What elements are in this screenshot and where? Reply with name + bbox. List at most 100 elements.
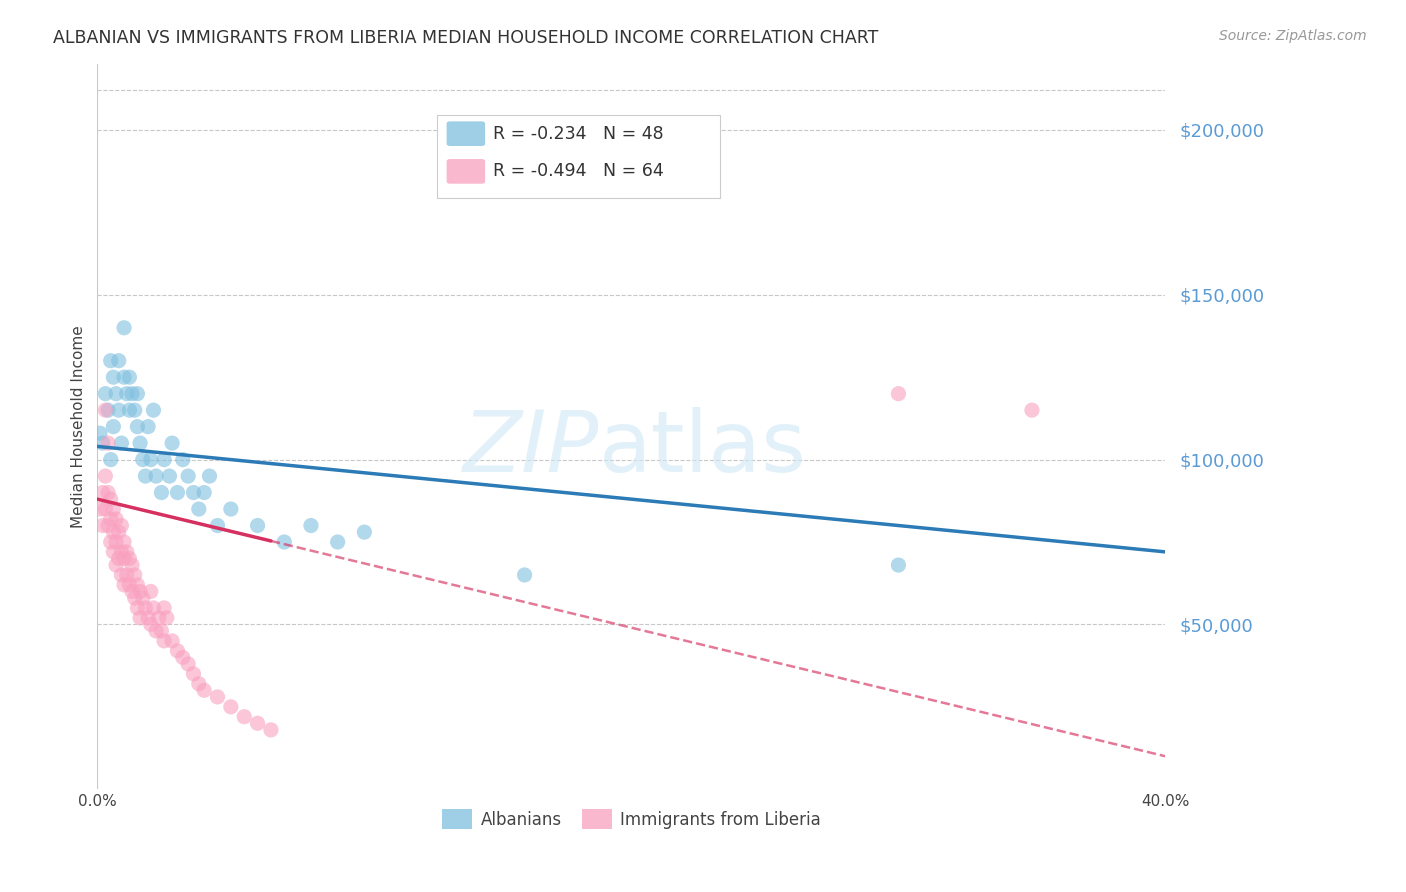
Point xyxy=(160,633,183,648)
Point xyxy=(107,551,129,566)
Point xyxy=(887,558,910,572)
Point xyxy=(107,525,129,540)
Point xyxy=(139,452,162,467)
Point xyxy=(124,403,146,417)
FancyBboxPatch shape xyxy=(447,159,485,184)
Point xyxy=(112,551,135,566)
Point xyxy=(103,502,125,516)
Point xyxy=(110,436,132,450)
Text: R = -0.494   N = 64: R = -0.494 N = 64 xyxy=(492,162,664,180)
Point xyxy=(187,677,209,691)
Point xyxy=(112,535,135,549)
Point xyxy=(129,611,152,625)
Point xyxy=(299,518,322,533)
Point xyxy=(172,452,194,467)
Point xyxy=(148,611,170,625)
Point xyxy=(142,403,165,417)
Point xyxy=(97,403,120,417)
Point xyxy=(103,525,125,540)
Point xyxy=(118,551,141,566)
Point xyxy=(273,535,295,549)
Point xyxy=(94,403,117,417)
Point xyxy=(100,353,122,368)
Point xyxy=(219,699,242,714)
Point xyxy=(166,485,188,500)
Point xyxy=(89,426,111,441)
Point xyxy=(156,611,179,625)
Point xyxy=(91,485,114,500)
Point xyxy=(103,419,125,434)
Point xyxy=(110,568,132,582)
Point xyxy=(107,353,129,368)
Point xyxy=(91,518,114,533)
Point xyxy=(105,558,128,572)
Point xyxy=(115,386,138,401)
Point xyxy=(118,370,141,384)
Point xyxy=(105,512,128,526)
Point xyxy=(153,601,176,615)
Point xyxy=(233,709,256,723)
Point xyxy=(160,436,183,450)
Point xyxy=(139,617,162,632)
Point xyxy=(207,518,229,533)
Point xyxy=(118,578,141,592)
Point xyxy=(260,723,283,737)
Point xyxy=(183,666,205,681)
Point xyxy=(115,545,138,559)
Legend: Albanians, Immigrants from Liberia: Albanians, Immigrants from Liberia xyxy=(436,803,827,835)
Text: ALBANIAN VS IMMIGRANTS FROM LIBERIA MEDIAN HOUSEHOLD INCOME CORRELATION CHART: ALBANIAN VS IMMIGRANTS FROM LIBERIA MEDI… xyxy=(53,29,879,46)
Point xyxy=(110,518,132,533)
Y-axis label: Median Household Income: Median Household Income xyxy=(72,326,86,528)
Point xyxy=(121,558,143,572)
Point xyxy=(353,525,375,540)
Text: R = -0.234   N = 48: R = -0.234 N = 48 xyxy=(492,125,664,143)
Point xyxy=(132,591,155,605)
Point xyxy=(100,492,122,507)
Point xyxy=(207,690,229,704)
Point xyxy=(129,436,152,450)
Point xyxy=(136,419,159,434)
Point xyxy=(103,545,125,559)
Point xyxy=(172,650,194,665)
Point xyxy=(134,601,156,615)
Point xyxy=(110,545,132,559)
Point xyxy=(105,386,128,401)
Point xyxy=(513,568,536,582)
Point xyxy=(246,518,269,533)
Point xyxy=(112,578,135,592)
Text: atlas: atlas xyxy=(599,407,807,490)
Point xyxy=(103,370,125,384)
Point xyxy=(193,683,215,698)
Point xyxy=(94,502,117,516)
Point xyxy=(124,568,146,582)
Point xyxy=(97,436,120,450)
Point xyxy=(219,502,242,516)
Point xyxy=(134,469,156,483)
Text: ZIP: ZIP xyxy=(463,407,599,490)
Point xyxy=(177,469,200,483)
Point xyxy=(887,386,910,401)
Point xyxy=(121,386,143,401)
Point xyxy=(121,584,143,599)
Point xyxy=(124,591,146,605)
Point xyxy=(132,452,155,467)
Point xyxy=(127,601,149,615)
Point xyxy=(142,601,165,615)
Point xyxy=(97,485,120,500)
Point xyxy=(136,611,159,625)
Text: Source: ZipAtlas.com: Source: ZipAtlas.com xyxy=(1219,29,1367,43)
Point xyxy=(127,386,149,401)
Point xyxy=(153,452,176,467)
Point xyxy=(145,624,167,638)
Point xyxy=(127,578,149,592)
Point xyxy=(166,644,188,658)
Point xyxy=(187,502,209,516)
Point xyxy=(107,403,129,417)
Point xyxy=(100,452,122,467)
Point xyxy=(129,584,152,599)
Point xyxy=(159,469,181,483)
Point xyxy=(89,502,111,516)
Point xyxy=(112,370,135,384)
Point xyxy=(100,512,122,526)
Point xyxy=(115,568,138,582)
